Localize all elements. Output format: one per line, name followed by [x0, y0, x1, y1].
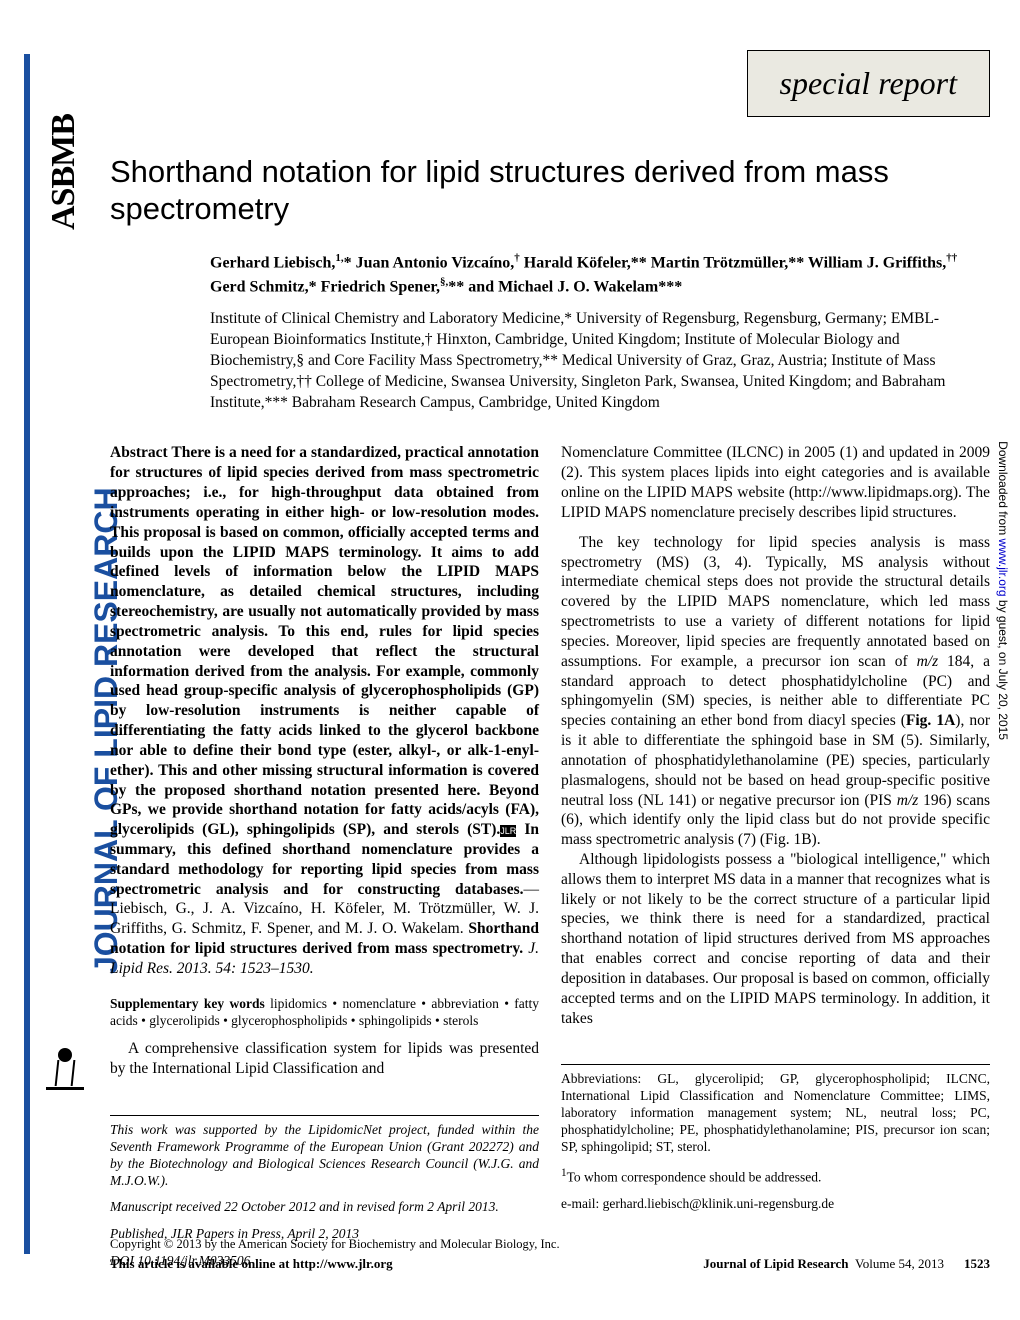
abstract-label: Abstract	[110, 444, 168, 461]
article-title: Shorthand notation for lipid structures …	[110, 147, 990, 251]
funding-note: This work was supported by the Lipidomic…	[110, 1122, 539, 1190]
jlr-flag-icon: JLR	[500, 825, 516, 837]
right-p3: Although lipidologists possess a "biolog…	[561, 850, 990, 1028]
vertical-rail	[24, 54, 30, 1254]
two-column-body: Abstract There is a need for a standardi…	[110, 443, 990, 1280]
right-p2: The key technology for lipid species ana…	[561, 533, 990, 850]
page-footer: Copyright © 2013 by the American Society…	[110, 1237, 990, 1272]
availability-note: This article is available online at http…	[110, 1256, 393, 1272]
corresponding-author: 1To whom correspondence should be addres…	[561, 1166, 990, 1186]
affiliations: Institute of Clinical Chemistry and Labo…	[110, 309, 990, 444]
manuscript-dates: Manuscript received 22 October 2012 and …	[110, 1199, 539, 1216]
asbmb-logo: ASBMB	[45, 114, 83, 230]
author-list: Gerhard Liebisch,1,* Juan Antonio Vizcaí…	[110, 251, 990, 308]
right-column: Nomenclature Committee (ILCNC) in 2005 (…	[561, 443, 990, 1280]
journal-ref-footer: Journal of Lipid Research Volume 54, 201…	[703, 1256, 990, 1272]
download-link[interactable]: www.jlr.org	[996, 539, 1010, 597]
intro-paragraph: A comprehensive classification system fo…	[110, 1039, 539, 1079]
abbreviations-text: Abbreviations: GL, glycerolipid; GP, gly…	[561, 1071, 990, 1155]
lipid-icon	[46, 1040, 84, 1090]
supplementary-keywords: Supplementary key words lipidomics • nom…	[110, 995, 539, 1030]
abbreviations-block: Abbreviations: GL, glycerolipid; GP, gly…	[561, 1064, 990, 1213]
right-p1: Nomenclature Committee (ILCNC) in 2005 (…	[561, 443, 990, 522]
article-category: special report	[780, 65, 957, 101]
page-content: special report Shorthand notation for li…	[110, 50, 990, 1280]
download-attribution: Downloaded from www.jlr.org by guest, on…	[996, 441, 1010, 740]
left-column: Abstract There is a need for a standardi…	[110, 443, 539, 1280]
copyright-text: Copyright © 2013 by the American Society…	[110, 1237, 990, 1252]
article-category-box: special report	[747, 50, 990, 117]
abstract-paragraph: Abstract There is a need for a standardi…	[110, 443, 539, 978]
corresponding-email: e-mail: gerhard.liebisch@klinik.uni-rege…	[561, 1196, 990, 1213]
